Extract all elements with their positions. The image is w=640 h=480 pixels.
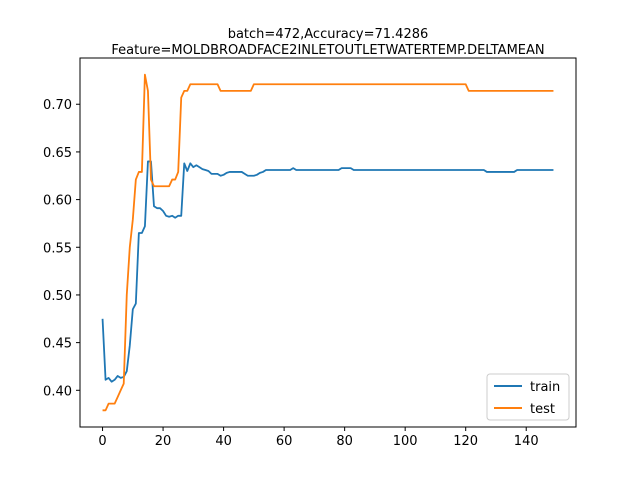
x-tick-label: 140: [514, 434, 539, 449]
y-tick-label: 0.70: [43, 98, 72, 113]
legend-label-train: train: [530, 380, 560, 395]
series-line-test: [102, 73, 554, 412]
y-tick-label: 0.55: [43, 241, 72, 256]
chart-title-line2: Feature=MOLDBROADFACE2INLETOUTLETWATERTE…: [111, 43, 544, 58]
x-axis: 0 20 40 60 80 100 120 140: [98, 427, 539, 449]
legend: train test: [486, 373, 570, 421]
y-tick-label: 0.60: [43, 194, 72, 209]
x-tick-label: 60: [276, 434, 293, 449]
y-tick-label: 0.45: [43, 337, 72, 352]
x-tick-label: 20: [155, 434, 172, 449]
x-tick-label: 40: [215, 434, 232, 449]
x-tick-label: 80: [336, 434, 353, 449]
chart-title-line1: batch=472,Accuracy=71.4286: [228, 27, 429, 42]
series-line-train: [101, 160, 554, 383]
x-tick-label: 0: [98, 434, 106, 449]
y-tick-label: 0.40: [43, 384, 72, 399]
x-tick-label: 100: [393, 434, 418, 449]
series-layer: [101, 73, 554, 412]
axes-frame: [79, 57, 577, 428]
legend-label-test: test: [530, 402, 555, 417]
y-tick-label: 0.50: [43, 289, 72, 304]
y-tick-label: 0.65: [43, 146, 72, 161]
x-tick-label: 120: [453, 434, 478, 449]
plot-area: [79, 57, 577, 428]
y-axis: 0.40 0.45 0.50 0.55 0.60 0.65 0.70: [43, 98, 80, 399]
